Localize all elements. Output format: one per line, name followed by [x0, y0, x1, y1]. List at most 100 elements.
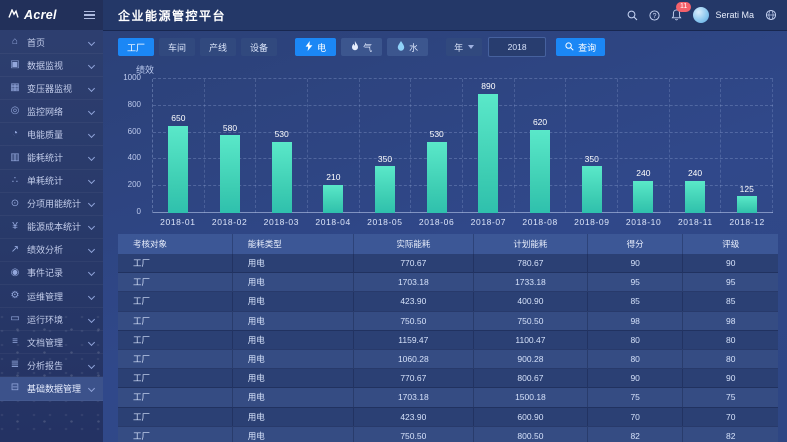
energy-tab[interactable]: 电	[295, 38, 337, 56]
chevron-down-icon	[87, 130, 96, 138]
bar-slot: 620	[515, 79, 567, 213]
power-quality-icon: ◔	[11, 128, 19, 140]
sidebar-item[interactable]: ⌂ 首页	[0, 31, 103, 55]
query-button[interactable]: 查询	[556, 38, 606, 56]
chevron-down-icon	[87, 223, 96, 231]
sidebar-item[interactable]: ⊙ 分项用能统计	[0, 193, 103, 216]
chevron-down-icon	[87, 384, 96, 392]
table-cell: 750.50	[473, 311, 588, 331]
table-cell: 70	[587, 407, 684, 427]
sidebar-item[interactable]: ◉ 事件记录	[0, 262, 103, 286]
help-icon[interactable]: ?	[649, 9, 661, 21]
gridline	[153, 158, 773, 160]
bar-value-label: 580	[222, 122, 238, 133]
bar-slot: 580	[205, 79, 257, 213]
bar-value-label: 350	[377, 153, 393, 164]
table-cell: 1733.18	[473, 272, 588, 292]
x-axis-tick-label: 2018-02	[211, 217, 248, 227]
energy-tab-label: 电	[317, 42, 327, 53]
energy-tab[interactable]: 气	[341, 38, 383, 56]
gridline	[153, 104, 773, 106]
y-axis-tick-label: 400	[127, 153, 141, 163]
bar	[323, 184, 344, 213]
sidebar-item[interactable]: ▥ 能耗统计	[0, 146, 103, 170]
bar-value-label: 890	[481, 81, 496, 92]
table-cell: 用电	[232, 311, 354, 331]
sidebar-item[interactable]: ∴ 单耗统计	[0, 170, 103, 193]
sidebar-item[interactable]: ¥ 能源成本统计	[0, 216, 103, 239]
sidebar: Acrel ⌂ 首页 ▣ 数据监视 ▦ 变压器监视 ◎ 监控网络 ◔ 电能质量 ▥ 能耗统计 ∴ 单耗统计…	[0, 0, 103, 442]
bar-value-label: 240	[687, 168, 703, 179]
table-header-row: 考核对象 能耗类型 实际能耗 计划能耗 得分 评级	[118, 234, 778, 254]
table-cell: 1100.47	[473, 330, 588, 350]
table-cell: 75	[725, 392, 736, 403]
sidebar-item-label: 基础数据管理	[27, 383, 82, 394]
performance-icon: ↗	[10, 243, 20, 255]
chevron-down-icon	[87, 338, 96, 346]
table-cell: 用电	[232, 349, 354, 369]
menu-collapse-icon[interactable]	[84, 10, 95, 20]
avatar[interactable]	[693, 7, 710, 23]
table-cell: 1703.18	[353, 272, 474, 292]
table-cell: 用电	[232, 254, 354, 273]
y-axis: 0 200 400 600 800 1000	[118, 74, 148, 216]
energy-tab[interactable]: 水	[387, 38, 429, 56]
table-cell: 90	[587, 254, 684, 273]
transformer-icon: ▦	[10, 82, 20, 94]
table-cell: 75	[587, 387, 684, 407]
sidebar-item[interactable]: ▦ 变压器监视	[0, 77, 103, 101]
gridline	[153, 185, 773, 187]
sidebar-item-label: 数据监视	[27, 60, 64, 71]
table-cell: 98	[725, 315, 736, 326]
query-search-icon	[565, 41, 574, 53]
bar	[685, 180, 706, 213]
bar-slot: 240	[670, 79, 722, 213]
page-title: 企业能源管控平台	[118, 8, 227, 23]
table-cell: 1703.18	[353, 387, 474, 407]
x-axis-tick-label: 2018-03	[263, 217, 300, 227]
x-axis-tick-label: 2018-06	[418, 217, 455, 227]
bar	[426, 141, 447, 213]
year-input[interactable]	[488, 37, 547, 57]
table-cell: 70	[725, 411, 736, 422]
base-data-icon: ⊟	[10, 382, 20, 394]
sidebar-item[interactable]: ≣ 分析报告	[0, 354, 103, 378]
sidebar-item[interactable]: ▭ 运行环境	[0, 308, 103, 332]
table-cell: 800.67	[473, 368, 588, 388]
sidebar-item-label: 运维管理	[27, 291, 64, 302]
bar-value-label: 620	[532, 117, 548, 128]
sidebar-item[interactable]: ▣ 数据监视	[0, 54, 103, 78]
scope-tab[interactable]: 设备	[241, 38, 278, 56]
column-header: 得分	[587, 234, 684, 254]
scope-tab[interactable]: 工厂	[118, 38, 155, 56]
scope-tab[interactable]: 产线	[200, 38, 237, 56]
bell-icon[interactable]: 11	[671, 2, 691, 21]
table-cell: 用电	[232, 291, 354, 312]
globe-icon[interactable]	[765, 9, 777, 21]
bar-slots: 650 580 530 210 350 530 890 620 350 240 240 125	[153, 79, 774, 213]
svg-text:?: ?	[653, 12, 657, 19]
sidebar-item[interactable]: ⊟ 基础数据管理	[0, 377, 103, 401]
sidebar-item[interactable]: ≡ 文档管理	[0, 331, 103, 355]
scope-tab[interactable]: 车间	[159, 38, 196, 56]
sidebar-item[interactable]: ◎ 监控网络	[0, 100, 103, 124]
year-select[interactable]: 年	[446, 38, 483, 56]
lightning-icon	[305, 41, 313, 53]
table-cell: 85	[725, 296, 736, 307]
y-axis-tick-label: 0	[136, 207, 141, 216]
table-row: 工厂 用电 423.90 600.90 70 70	[118, 407, 778, 427]
table-cell: 90	[587, 368, 684, 388]
sidebar-item[interactable]: ◔ 电能质量	[0, 123, 103, 147]
sidebar-item[interactable]: ⚙ 运维管理	[0, 285, 103, 309]
bar-value-label: 240	[636, 168, 651, 179]
sidebar-item-label: 监控网络	[27, 106, 64, 117]
user-name[interactable]: Serati Ma	[715, 10, 754, 20]
search-icon[interactable]	[627, 10, 638, 21]
chevron-down-icon	[87, 200, 96, 208]
chevron-down-icon	[87, 177, 96, 185]
sidebar-item-label: 变压器监视	[27, 83, 73, 94]
bar-value-label: 210	[326, 172, 341, 183]
chevron-down-icon	[87, 38, 96, 46]
table-row: 工厂 用电 423.90 400.90 85 85	[118, 291, 778, 312]
sidebar-item[interactable]: ↗ 绩效分析	[0, 239, 103, 262]
